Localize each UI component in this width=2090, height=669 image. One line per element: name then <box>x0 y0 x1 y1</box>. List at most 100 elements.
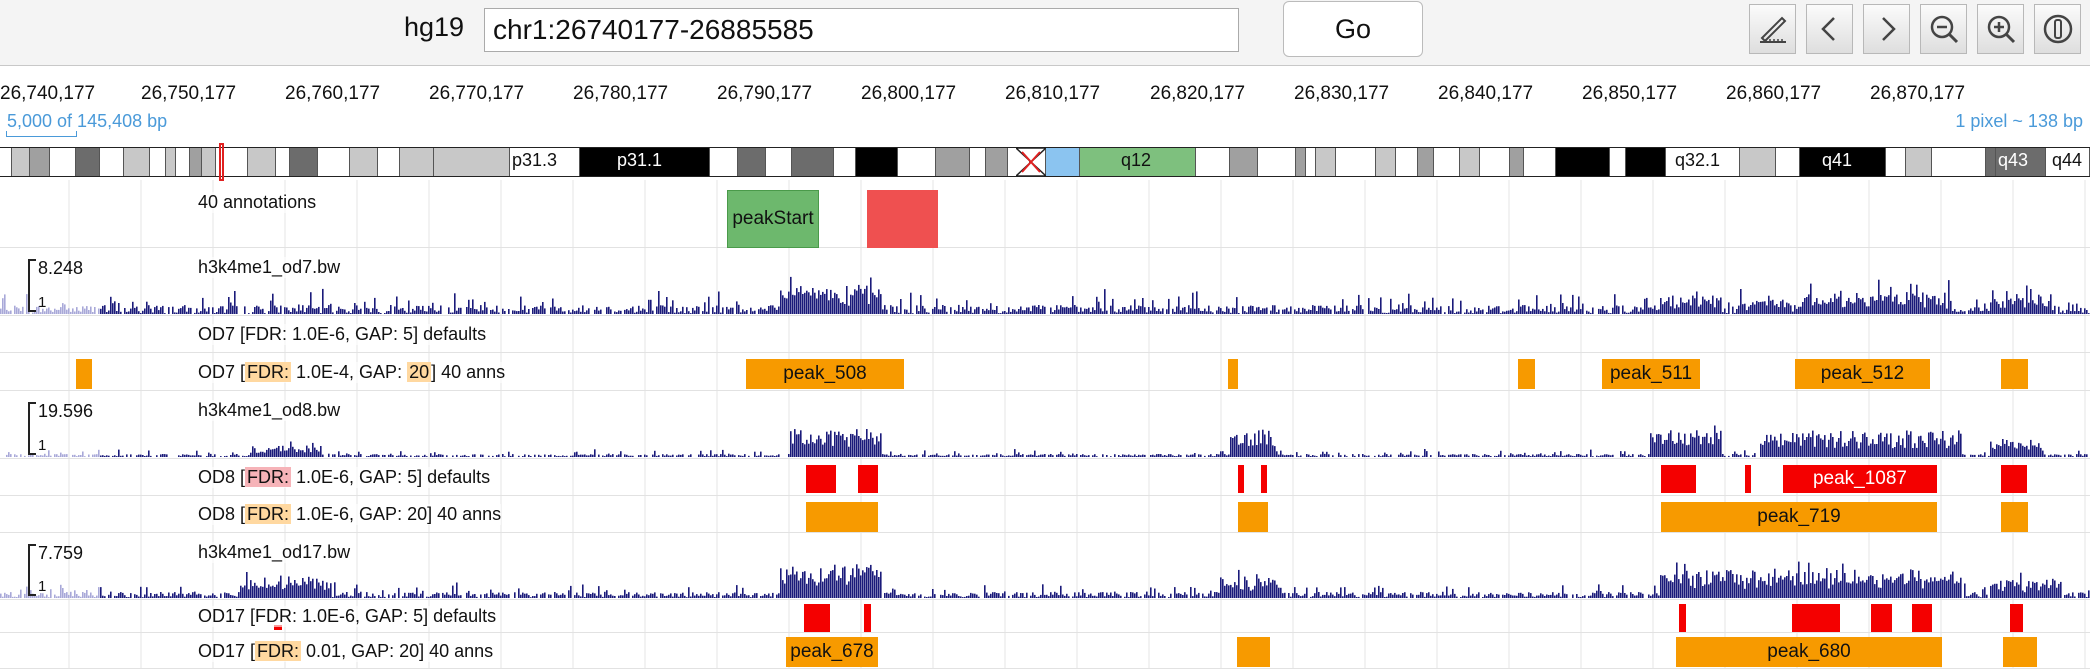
chromosome-band[interactable] <box>150 148 166 176</box>
peak-feature[interactable] <box>864 604 871 632</box>
chromosome-band[interactable] <box>1800 148 1886 176</box>
peak-feature[interactable] <box>1238 502 1268 532</box>
chromosome-band[interactable] <box>1610 148 1626 176</box>
od7-anns-track[interactable]: peak_508 peak_511 peak_512 OD7 [FDR: 1.0… <box>0 354 2090 391</box>
peak-feature[interactable] <box>1912 604 1932 632</box>
chromosome-band[interactable] <box>560 148 580 176</box>
od8-defaults-track[interactable]: peak_1087 OD8 [FDR: 1.0E-6, GAP: 5] defa… <box>0 460 2090 496</box>
chromosome-band[interactable] <box>290 148 318 176</box>
chromosome-band[interactable] <box>1666 148 1740 176</box>
peak-feature[interactable]: peak_1087 <box>1783 465 1937 493</box>
chromosome-band[interactable] <box>1296 148 1306 176</box>
chromosome-band[interactable] <box>580 148 710 176</box>
chromosome-band[interactable] <box>400 148 434 176</box>
annotation-feature[interactable] <box>867 190 938 248</box>
chromosome-band[interactable] <box>190 148 202 176</box>
peak-feature[interactable]: peak_508 <box>746 359 904 389</box>
chromosome-band[interactable] <box>76 148 100 176</box>
chromosome-band[interactable] <box>0 148 12 176</box>
chromosome-band[interactable] <box>1418 148 1434 176</box>
chromosome-band[interactable] <box>50 148 76 176</box>
forward-button[interactable] <box>1863 4 1910 54</box>
annotations-track[interactable]: 40 annotations peakStart <box>0 180 2090 248</box>
chromosome-band[interactable] <box>856 148 898 176</box>
coordinate-ruler[interactable]: 26,740,177 26,750,177 26,760,177 26,770,… <box>0 67 2090 142</box>
peak-feature[interactable] <box>1661 465 1696 493</box>
peak-feature[interactable] <box>1792 604 1840 632</box>
zoom-out-button[interactable] <box>1920 4 1967 54</box>
chromosome-band[interactable] <box>30 148 50 176</box>
chromosome-band[interactable] <box>176 148 190 176</box>
chromosome-band[interactable] <box>1986 148 1996 176</box>
chromosome-band[interactable] <box>1524 148 1556 176</box>
peak-feature[interactable]: peak_719 <box>1661 502 1937 532</box>
chromosome-band[interactable] <box>766 148 792 176</box>
chromosome-band[interactable] <box>1510 148 1524 176</box>
go-button[interactable]: Go <box>1283 1 1423 57</box>
chromosome-band[interactable] <box>898 148 936 176</box>
chromosome-band[interactable] <box>434 148 510 176</box>
od7-defaults-track[interactable]: OD7 [FDR: 1.0E-6, GAP: 5] defaults <box>0 317 2090 353</box>
peak-feature[interactable] <box>1261 465 1267 493</box>
chromosome-band[interactable] <box>1906 148 1932 176</box>
chromosome-band[interactable] <box>1740 148 1776 176</box>
annotation-feature[interactable]: peakStart <box>727 190 819 248</box>
od7-signal-track[interactable]: 8.248 1 h3k4me1_od7.bw <box>0 249 2090 316</box>
chromosome-band[interactable] <box>1776 148 1800 176</box>
peak-feature[interactable] <box>1745 465 1751 493</box>
chromosome-band[interactable] <box>202 148 216 176</box>
chromosome-band[interactable] <box>936 148 970 176</box>
genome-label[interactable]: hg19 <box>404 12 465 42</box>
od17-defaults-track[interactable]: OD17 [FDR: 1.0E-6, GAP: 5] defaults <box>0 601 2090 633</box>
peak-feature[interactable] <box>858 465 878 493</box>
chromosome-band[interactable] <box>1080 148 1196 176</box>
chromosome-band[interactable] <box>1480 148 1510 176</box>
peak-feature[interactable] <box>806 502 878 532</box>
chromosome-band[interactable] <box>792 148 834 176</box>
od8-anns-track[interactable]: peak_719 OD8 [FDR: 1.0E-6, GAP: 20] 40 a… <box>0 497 2090 533</box>
info-button[interactable] <box>2034 4 2081 54</box>
peak-feature[interactable] <box>1679 604 1686 632</box>
peak-feature[interactable] <box>2010 604 2023 632</box>
peak-feature[interactable] <box>2003 637 2037 667</box>
chromosome-band[interactable] <box>350 148 378 176</box>
chromosome-band[interactable] <box>834 148 856 176</box>
chromosome-band[interactable] <box>710 148 738 176</box>
back-button[interactable] <box>1806 4 1853 54</box>
peak-feature[interactable] <box>76 359 92 389</box>
peak-feature[interactable] <box>1518 359 1535 389</box>
peak-feature[interactable] <box>2001 502 2028 532</box>
chromosome-band[interactable] <box>216 148 248 176</box>
chromosome-band[interactable] <box>124 148 150 176</box>
chromosome-band[interactable] <box>970 148 986 176</box>
track-panel[interactable]: 40 annotations peakStart 8.248 1 h3k4me1… <box>0 180 2090 669</box>
chromosome-band[interactable] <box>1316 148 1336 176</box>
peak-feature[interactable]: peak_511 <box>1602 359 1700 389</box>
chromosome-band[interactable] <box>1046 148 1080 176</box>
chromosome-band[interactable] <box>986 148 1008 176</box>
chromosome-band[interactable] <box>276 148 290 176</box>
od8-signal-track[interactable]: 19.596 1 h3k4me1_od8.bw <box>0 392 2090 459</box>
chromosome-band[interactable] <box>248 148 276 176</box>
peak-feature[interactable] <box>274 625 282 630</box>
chromosome-band[interactable] <box>12 148 30 176</box>
chromosome-band[interactable] <box>1336 148 1376 176</box>
chromosome-band[interactable] <box>1434 148 1460 176</box>
peak-feature[interactable] <box>2001 359 2028 389</box>
peak-feature[interactable] <box>1238 465 1244 493</box>
chromosome-band[interactable] <box>318 148 350 176</box>
od17-anns-track[interactable]: peak_678 peak_680 OD17 [FDR: 0.01, GAP: … <box>0 634 2090 669</box>
chromosome-band[interactable] <box>2046 148 2090 176</box>
chromosome-band[interactable] <box>1886 148 1906 176</box>
chromosome-band[interactable] <box>1396 148 1418 176</box>
chromosome-band[interactable] <box>378 148 400 176</box>
chromosome-band[interactable] <box>1196 148 1230 176</box>
peak-feature[interactable]: peak_680 <box>1676 637 1942 667</box>
chromosome-band[interactable] <box>1932 148 1986 176</box>
chromosome-band[interactable] <box>1996 148 2046 176</box>
peak-feature[interactable]: peak_512 <box>1795 359 1930 389</box>
chromosome-band[interactable] <box>1376 148 1396 176</box>
peak-feature[interactable] <box>804 604 830 632</box>
chromosome-band[interactable] <box>166 148 176 176</box>
edit-ruler-button[interactable] <box>1749 4 1796 54</box>
